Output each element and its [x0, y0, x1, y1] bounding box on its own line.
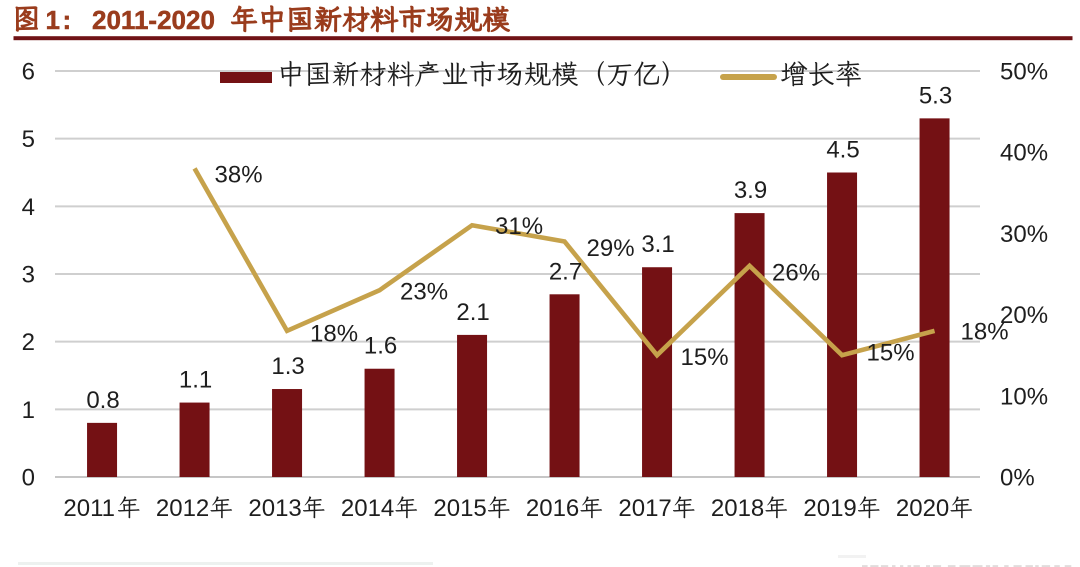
svg-text:15%: 15% — [867, 340, 915, 367]
svg-text:2014: 2014 — [341, 495, 394, 522]
svg-text:0%: 0% — [1000, 465, 1035, 492]
svg-text:2019: 2019 — [803, 495, 856, 522]
svg-text:2: 2 — [22, 329, 35, 356]
svg-text:10%: 10% — [1000, 383, 1048, 410]
svg-text:50%: 50% — [1000, 59, 1048, 86]
svg-text:0.8: 0.8 — [86, 387, 119, 414]
svg-text:1: 1 — [22, 397, 35, 424]
svg-text:6: 6 — [22, 59, 35, 86]
svg-text:3.9: 3.9 — [734, 177, 767, 204]
svg-text:18%: 18% — [961, 319, 1009, 346]
svg-text:2015: 2015 — [433, 495, 486, 522]
svg-text:4.5: 4.5 — [826, 137, 859, 164]
svg-text:23%: 23% — [400, 278, 448, 305]
svg-text:38%: 38% — [215, 162, 263, 189]
svg-text:2011-2020: 2011-2020 — [92, 5, 215, 35]
svg-text::: : — [63, 5, 72, 35]
svg-text:26%: 26% — [772, 260, 820, 287]
svg-text:2.7: 2.7 — [549, 258, 582, 285]
svg-text:29%: 29% — [587, 235, 635, 262]
svg-text:2013: 2013 — [248, 495, 301, 522]
svg-text:18%: 18% — [310, 321, 358, 348]
svg-text:2018: 2018 — [711, 495, 764, 522]
svg-text:5.3: 5.3 — [919, 82, 952, 109]
svg-text:15%: 15% — [681, 344, 729, 371]
svg-text:4: 4 — [22, 194, 35, 221]
svg-text:1: 1 — [46, 5, 60, 35]
svg-text:3.1: 3.1 — [641, 231, 674, 258]
svg-text:2017: 2017 — [618, 495, 671, 522]
svg-text:1.1: 1.1 — [179, 367, 212, 394]
svg-text:2011: 2011 — [63, 495, 115, 522]
svg-text:1.3: 1.3 — [271, 353, 304, 380]
svg-text:2020: 2020 — [896, 495, 949, 522]
svg-text:31%: 31% — [495, 213, 543, 240]
svg-text:3: 3 — [22, 262, 35, 289]
svg-text:0: 0 — [22, 465, 35, 492]
svg-text:2.1: 2.1 — [456, 299, 489, 326]
svg-text:5: 5 — [22, 126, 35, 153]
svg-text:2016: 2016 — [526, 495, 579, 522]
svg-text:20%: 20% — [1000, 302, 1048, 329]
svg-text:2012: 2012 — [156, 495, 209, 522]
svg-text:1.6: 1.6 — [364, 333, 397, 360]
svg-text:30%: 30% — [1000, 221, 1048, 248]
svg-text:40%: 40% — [1000, 140, 1048, 167]
